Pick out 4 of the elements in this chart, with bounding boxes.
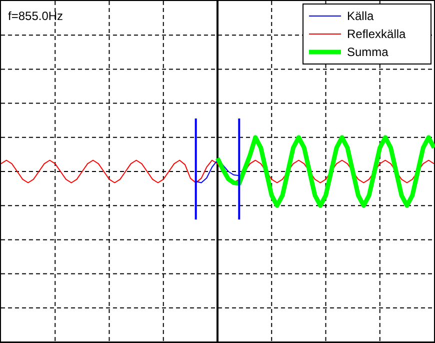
legend-label: Summa	[347, 45, 389, 59]
text: f=855.0Hz	[8, 9, 64, 23]
legend-label: Källa	[347, 9, 374, 23]
legend-label: Reflexkälla	[347, 27, 406, 41]
